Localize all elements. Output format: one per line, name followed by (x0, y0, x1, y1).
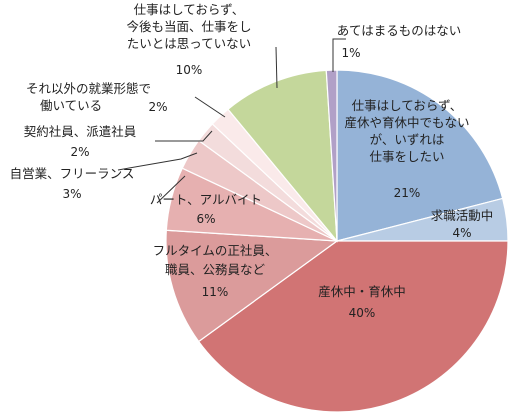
slice-label: 契約社員、派遣社員 2% (24, 124, 137, 159)
slice-percent-label: 3% (62, 187, 81, 201)
slice-percent-label: 1% (341, 46, 360, 60)
pie-slice (197, 240, 509, 412)
slice-label-line: 仕事をしたい (369, 149, 444, 164)
slice-label: 求職活動中 4% (431, 208, 494, 240)
pie-slice (165, 229, 339, 343)
slice-percent-label: 6% (196, 212, 215, 226)
leader-line (332, 38, 346, 72)
slice-percent-label: 2% (70, 145, 89, 159)
slice-label-line: 自営業、フリーランス (10, 166, 135, 181)
slice-percent-label: 21% (394, 186, 421, 200)
slice-label-line: が、いずれは (370, 132, 445, 147)
slice-percent-label: 40% (349, 306, 376, 320)
pie-slice (336, 69, 504, 242)
slice-label-line: 仕事はしておらず、 (134, 2, 245, 17)
slice-label: フルタイムの正社員、職員、公務員など 11% (153, 243, 278, 299)
slice-percent-label: 4% (452, 226, 471, 240)
leader-line (117, 152, 198, 171)
slice-label-line: それ以外の就業形態で (26, 81, 151, 96)
slice-label-line: 契約社員、派遣社員 (24, 124, 137, 139)
slice-label-line: 求職活動中 (431, 208, 494, 223)
slice-label-line: 仕事はしておらず、 (352, 98, 463, 113)
leader-line (194, 96, 226, 118)
slice-label-line: 産休中・育休中 (318, 284, 406, 299)
slice-label-line: たいとは思っていない (127, 36, 251, 51)
pie-slice (227, 69, 338, 243)
slice-percent-label: 10% (176, 63, 203, 77)
leader-line (156, 175, 186, 204)
slice-percent-label: 11% (202, 285, 229, 299)
slice-label-line: 産休や育休中でもない (344, 115, 469, 130)
slice-label-line: パート、アルバイト (150, 192, 262, 207)
slice-label: 自営業、フリーランス 3% (10, 166, 135, 201)
leader-line (275, 46, 278, 89)
slice-label: 産休中・育休中 40% (318, 284, 406, 320)
slice-label-line: 今後も当面、仕事をし (126, 19, 251, 34)
slice-label: あてはまるものはない 1% (337, 23, 462, 60)
slice-label-line: あてはまるものはない (337, 23, 462, 38)
slice-label-line: 職員、公務員など (165, 262, 266, 277)
leader-line (155, 130, 213, 142)
slice-label: パート、アルバイト 6% (150, 192, 262, 226)
slice-label-line: 働いている (40, 98, 102, 113)
slice-label-line: フルタイムの正社員、 (153, 243, 278, 258)
pie-slice (325, 69, 338, 242)
slice-percent-label: 2% (148, 100, 167, 114)
